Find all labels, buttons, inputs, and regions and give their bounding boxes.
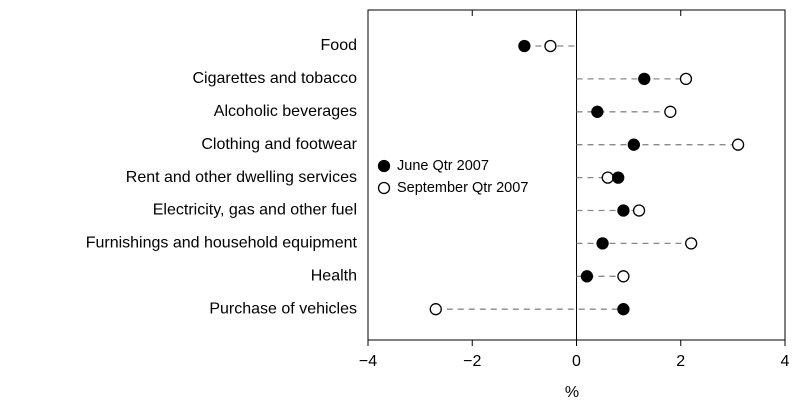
dot [617,204,630,217]
dot [638,72,651,86]
y-tick-label: Health [311,268,357,285]
dot [612,171,625,184]
dot [591,105,604,118]
legend-label: September Qtr 2007 [397,180,528,196]
dot [544,39,557,53]
x-tick-label: 0 [572,353,581,370]
dot [632,204,646,217]
dot [429,303,442,316]
dot [685,237,698,250]
x-tick-label: 4 [781,353,790,370]
dot [627,138,640,151]
dot [679,72,693,86]
dot [596,237,609,250]
x-tick-label: −2 [463,353,481,370]
x-axis-label: % [565,384,579,401]
legend-marker [377,181,391,195]
y-tick-label: Purchase of vehicles [209,300,357,317]
y-tick-label: Clothing and footwear [201,136,357,153]
legend-label: June Qtr 2007 [397,158,489,174]
y-tick-label: Electricity, gas and other fuel [153,202,357,219]
dot [580,270,594,283]
dot [731,138,745,151]
x-tick-label: 2 [676,353,685,370]
dot [617,303,630,316]
y-tick-label: Furnishings and household equipment [86,235,358,252]
y-tick-label: Cigarettes and tobacco [192,70,357,87]
dot [664,105,677,118]
dot [518,39,531,53]
legend-marker [377,159,391,173]
y-tick-label: Rent and other dwelling services [126,169,357,186]
y-tick-label: Food [321,37,357,54]
dot [617,270,630,283]
dot [601,171,614,184]
y-tick-label: Alcoholic beverages [214,103,357,120]
x-tick-label: −4 [359,353,377,370]
